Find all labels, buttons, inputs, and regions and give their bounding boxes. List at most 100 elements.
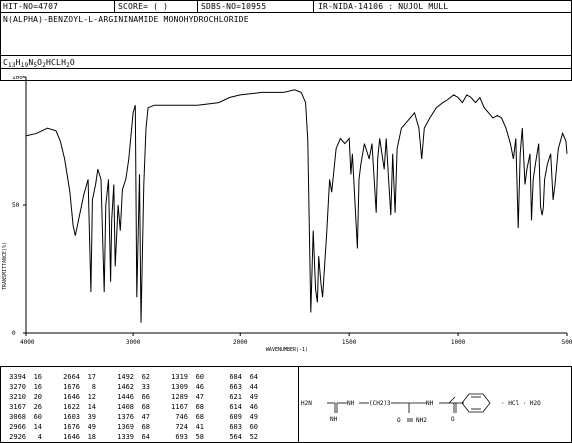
peak-transmittance: 49 bbox=[249, 393, 258, 401]
axis-frame bbox=[25, 77, 567, 334]
peak-wavenumber: 3167 bbox=[9, 403, 26, 411]
peak-row: 3167 26 bbox=[4, 402, 42, 412]
peak-row: 3068 60 bbox=[4, 412, 42, 422]
compound-name: N(ALPHA)-BENZOYL-L-ARGININAMIDE MONOHYDR… bbox=[3, 15, 249, 24]
x-tick-label: 500 bbox=[562, 339, 572, 346]
peak-wavenumber: 1676 bbox=[63, 423, 80, 431]
peak-transmittance: 47 bbox=[141, 413, 150, 421]
peak-row: 564 52 bbox=[220, 432, 258, 442]
peak-wavenumber: 3394 bbox=[9, 373, 26, 381]
peak-transmittance: 52 bbox=[249, 433, 258, 441]
peak-transmittance: 26 bbox=[33, 403, 42, 411]
peak-row: 663 44 bbox=[220, 382, 258, 392]
peak-wavenumber: 1376 bbox=[117, 413, 134, 421]
peak-transmittance: 39 bbox=[87, 413, 96, 421]
peak-transmittance: 47 bbox=[195, 393, 204, 401]
peak-wavenumber: 1369 bbox=[117, 423, 134, 431]
peak-row: 1462 33 bbox=[112, 382, 150, 392]
chart-axes bbox=[25, 77, 567, 334]
x-tick-label: 4000 bbox=[20, 339, 35, 346]
peak-wavenumber: 1339 bbox=[117, 433, 134, 441]
peak-transmittance: 16 bbox=[33, 383, 42, 391]
peak-row: 1167 68 bbox=[166, 402, 204, 412]
salt-label: · HCl · H2O bbox=[501, 400, 541, 407]
peak-row: 1676 8 bbox=[58, 382, 96, 392]
peak-row: 1676 49 bbox=[58, 422, 96, 432]
formula-part: O bbox=[69, 58, 75, 67]
peak-transmittance: 14 bbox=[87, 403, 96, 411]
peak-wavenumber: 746 bbox=[175, 413, 188, 421]
peak-row: 1309 46 bbox=[166, 382, 204, 392]
transmittance-trace bbox=[25, 89, 568, 323]
peak-transmittance: 16 bbox=[33, 373, 42, 381]
y-tick-label: 100 bbox=[12, 76, 23, 81]
peak-row: 3394 16 bbox=[4, 372, 42, 382]
peak-wavenumber: 684 bbox=[229, 373, 242, 381]
peak-transmittance: 64 bbox=[249, 373, 258, 381]
peak-transmittance: 12 bbox=[87, 393, 96, 401]
peak-transmittance: 58 bbox=[195, 433, 204, 441]
peak-row: 1603 39 bbox=[58, 412, 96, 422]
peak-wavenumber: 1319 bbox=[171, 373, 188, 381]
x-tick-label: 1500 bbox=[342, 339, 357, 346]
peak-row: 1376 47 bbox=[112, 412, 150, 422]
x-tick-label: 1000 bbox=[451, 339, 466, 346]
x-tick-label: 3000 bbox=[126, 339, 141, 346]
peak-wavenumber: 1309 bbox=[171, 383, 188, 391]
amide-oxygen-label: O bbox=[397, 417, 401, 424]
peak-row: 3270 16 bbox=[4, 382, 42, 392]
peak-row: 1289 47 bbox=[166, 392, 204, 402]
peak-column: 1319 60 1309 46 1289 47 1167 68 746 68 724 41 693 58 bbox=[166, 372, 204, 442]
peak-transmittance: 68 bbox=[141, 423, 150, 431]
y-axis-label: TRANSMITTANCE(%) bbox=[2, 242, 8, 290]
peak-transmittance: 68 bbox=[195, 413, 204, 421]
peak-wavenumber: 1646 bbox=[63, 393, 80, 401]
peak-transmittance: 46 bbox=[195, 383, 204, 391]
peak-wavenumber: 3210 bbox=[9, 393, 26, 401]
peak-wavenumber: 663 bbox=[229, 383, 242, 391]
peak-wavenumber: 1646 bbox=[63, 433, 80, 441]
formula-part: HCL bbox=[46, 58, 62, 67]
peak-column: 2664 17 1676 8 1646 12 1622 14 1603 39 1676 49 1646 1… bbox=[58, 372, 96, 442]
structure-diagram: H2N NH NH (CH2)3 NH O NH2 O · HCl · H2O bbox=[301, 393, 541, 424]
peak-transmittance: 66 bbox=[141, 393, 150, 401]
peak-wavenumber: 603 bbox=[229, 423, 242, 431]
peak-transmittance: 49 bbox=[87, 423, 96, 431]
peak-wavenumber: 2966 bbox=[9, 423, 26, 431]
methylene-chain-label: (CH2)3 bbox=[369, 400, 391, 407]
peak-transmittance: 17 bbox=[87, 373, 96, 381]
peak-wavenumber: 621 bbox=[229, 393, 242, 401]
nh2-label: NH2 bbox=[416, 417, 427, 424]
peak-row: 2664 17 bbox=[58, 372, 96, 382]
peak-transmittance: 62 bbox=[141, 373, 150, 381]
peak-wavenumber: 564 bbox=[229, 433, 242, 441]
peak-wavenumber: 1408 bbox=[117, 403, 134, 411]
benzoyl-oxygen-label: O bbox=[451, 416, 455, 423]
peak-column: 684 64 663 44 621 49 614 46 609 49 603 60 564 52 bbox=[220, 372, 258, 442]
measurement-method: IR-NIDA-14106 : NUJOL MULL bbox=[318, 2, 449, 11]
peak-row: 724 41 bbox=[166, 422, 204, 432]
formula-part: 5 bbox=[33, 62, 38, 69]
formula-part: 19 bbox=[20, 62, 29, 69]
peak-transmittance: 20 bbox=[33, 393, 42, 401]
peak-wavenumber: 614 bbox=[229, 403, 242, 411]
imine-nh-label: NH bbox=[330, 416, 338, 423]
formula-part: 13 bbox=[8, 62, 16, 69]
peak-wavenumber: 1446 bbox=[117, 393, 134, 401]
peak-row: 1369 68 bbox=[112, 422, 150, 432]
peak-row: 746 68 bbox=[166, 412, 204, 422]
chart-ticks: 4000 3000 2000 1500 1000 500 0 50 100 bbox=[12, 76, 572, 346]
peak-wavenumber: 1462 bbox=[117, 383, 134, 391]
peak-wavenumber: 2664 bbox=[63, 373, 80, 381]
peak-transmittance: 4 bbox=[37, 433, 42, 441]
peak-wavenumber: 1492 bbox=[117, 373, 134, 381]
y-tick-label: 0 bbox=[12, 330, 16, 337]
peak-transmittance: 44 bbox=[249, 383, 258, 391]
h2n-label: H2N bbox=[301, 400, 312, 407]
peak-transmittance: 64 bbox=[141, 433, 150, 441]
peak-column: 1492 62 1462 33 1446 66 1408 68 1376 47 1369 68 1339… bbox=[112, 372, 150, 442]
peak-wavenumber: 3270 bbox=[9, 383, 26, 391]
formula-part: 2 bbox=[66, 62, 70, 69]
peak-row: 2926 4 bbox=[4, 432, 42, 442]
